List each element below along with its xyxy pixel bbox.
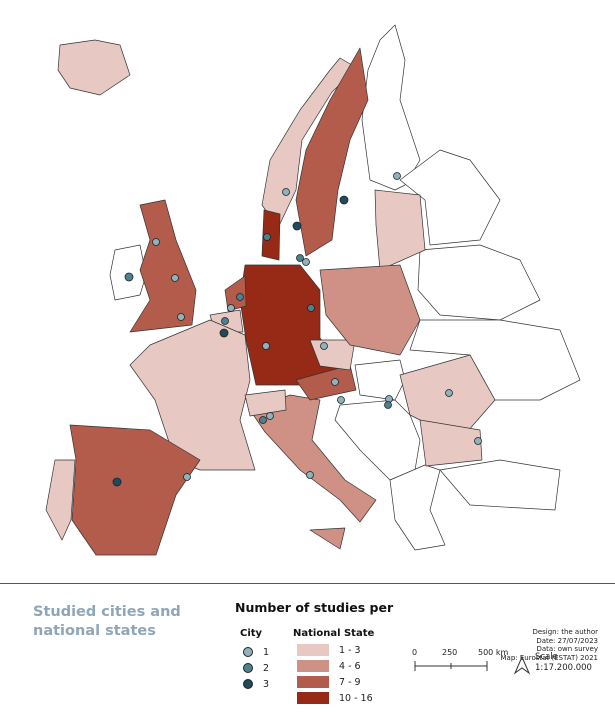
scale-text: Scale 1:17.200.000	[535, 652, 592, 674]
legend-subtitle: National State	[293, 628, 375, 639]
legend-swatch	[297, 676, 329, 688]
legend-dot	[243, 647, 253, 657]
legend-label: 7 - 9	[339, 676, 361, 688]
map-title: Studied cities and national states	[33, 604, 181, 639]
credit-line: Date: 27/07/2023	[536, 636, 598, 645]
scale-word: Scale	[535, 652, 558, 662]
legend-item: 1	[243, 645, 269, 659]
scale-label: 500 km	[478, 648, 509, 657]
legend-item: 3	[243, 677, 269, 691]
legend-item: 1 - 3	[297, 643, 361, 657]
legend-label: 2	[263, 662, 270, 674]
legend-subtitle: City	[240, 628, 263, 639]
legend-item: 2	[243, 661, 269, 675]
legend-swatch	[297, 644, 329, 656]
legend-item: 7 - 9	[297, 675, 361, 689]
legend-label: 4 - 6	[339, 660, 361, 672]
credits: Design: the author Date: 27/07/2023 Data: …	[470, 628, 599, 662]
legend-title: Number of studies per	[235, 600, 394, 615]
legend-label: 1 - 3	[339, 644, 361, 656]
legend-item: 4 - 6	[297, 659, 361, 673]
legend-swatch	[297, 660, 329, 672]
divider	[0, 583, 615, 584]
north-arrow	[513, 655, 531, 675]
credit-line: Data: own survey	[536, 645, 598, 653]
map	[45, 24, 581, 556]
credit-line: Map: Eurostat (ESTAT) 2021	[500, 653, 599, 662]
credit-line: Design: the author	[532, 628, 598, 636]
legend-dot	[243, 679, 253, 689]
scale-label: 0	[412, 648, 418, 657]
legend-item: 10 - 16	[297, 691, 373, 705]
scale-ratio: 1:17.200.000	[535, 663, 592, 673]
legend-dot	[243, 663, 253, 673]
legend-swatch	[297, 692, 329, 704]
legend-label: 1	[263, 646, 270, 658]
scale-label: 250	[442, 648, 458, 657]
legend-label: 3	[263, 678, 270, 690]
scale-bar	[414, 661, 488, 671]
legend-label: 10 - 16	[339, 692, 373, 704]
